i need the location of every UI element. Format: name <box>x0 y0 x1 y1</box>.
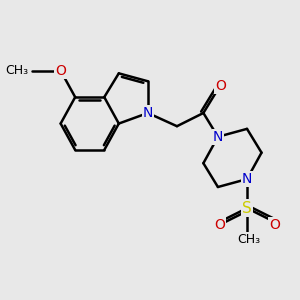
Text: N: N <box>213 130 223 144</box>
Text: O: O <box>214 218 225 232</box>
Text: S: S <box>242 201 252 216</box>
Text: O: O <box>269 218 280 232</box>
Text: O: O <box>215 79 226 93</box>
Text: N: N <box>242 172 252 186</box>
Text: CH₃: CH₃ <box>237 233 260 246</box>
Text: CH₃: CH₃ <box>5 64 28 77</box>
Text: O: O <box>55 64 66 78</box>
Text: N: N <box>143 106 153 120</box>
